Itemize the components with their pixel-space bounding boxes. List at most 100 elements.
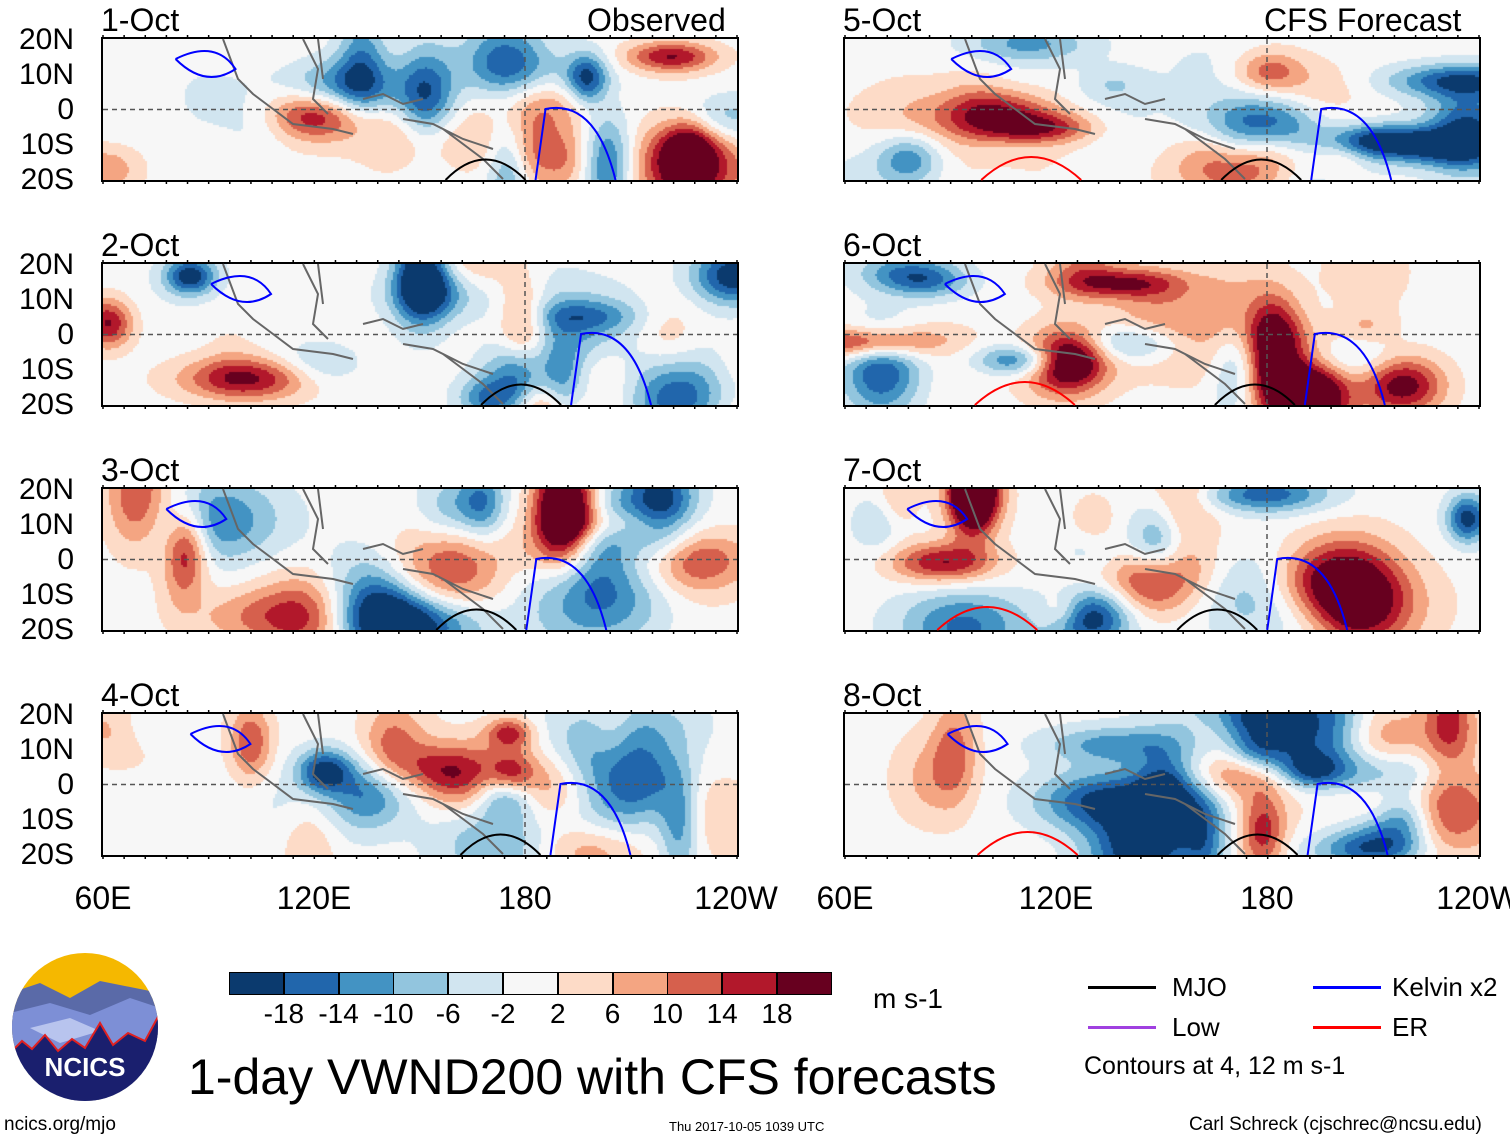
mjo-contour	[1216, 833, 1299, 856]
legend-line-kelvin	[1313, 986, 1381, 989]
colorbar-label: 6	[604, 998, 621, 1029]
kelvin-contour	[1306, 781, 1389, 856]
lat-label: 0	[57, 318, 74, 351]
kelvin-contour	[1303, 331, 1386, 406]
lat-label: 20S	[20, 613, 74, 646]
kelvin-contour	[1310, 106, 1393, 181]
colorbar-swatch	[722, 972, 778, 995]
kelvin-contour	[950, 50, 1013, 78]
kelvin-contour	[534, 106, 617, 181]
lat-label: 0	[57, 768, 74, 801]
lat-label: 10S	[20, 578, 74, 611]
lon-label: 120W	[694, 880, 778, 916]
map-overlay	[102, 485, 738, 634]
observed-label: Observed	[587, 2, 726, 38]
forecast-label: CFS Forecast	[1264, 2, 1462, 38]
mjo-contour	[459, 833, 542, 856]
kelvin-contour	[189, 725, 252, 753]
er-contour	[980, 156, 1082, 181]
map-overlay	[102, 35, 738, 184]
lat-label: 20S	[20, 838, 74, 871]
figure-title: 1-day VWND200 with CFS forecasts	[188, 1049, 997, 1105]
legend-label-kelvin: Kelvin x2	[1392, 972, 1498, 1002]
er-contour	[936, 606, 1038, 631]
colorbar-label: 10	[651, 998, 683, 1029]
colorbar-swatch	[777, 972, 832, 995]
lat-label: 10S	[20, 128, 74, 161]
colorbar-label: -6	[435, 998, 461, 1029]
colorbar-label: 18	[761, 998, 793, 1029]
kelvin-contour	[210, 275, 273, 303]
lon-label: 180	[1240, 880, 1294, 916]
colorbar-swatch	[283, 972, 339, 995]
author-credit: Carl Schreck (cjschrec@ncsu.edu)	[1189, 1114, 1482, 1135]
lat-label: 0	[57, 543, 74, 576]
kelvin-contour	[1266, 556, 1349, 631]
map-overlay	[844, 710, 1480, 859]
lat-label: 10N	[18, 733, 74, 766]
ncics-link[interactable]: ncics.org/mjo	[4, 1114, 116, 1135]
lat-label: 20N	[18, 473, 74, 506]
lat-label: 10S	[20, 803, 74, 836]
kelvin-contour	[549, 781, 632, 856]
lat-label: 0	[57, 93, 74, 126]
kelvin-contour	[174, 50, 237, 78]
mjo-contour	[1176, 608, 1258, 631]
units-label: m s-1	[873, 983, 943, 1014]
map-panel	[843, 485, 1481, 634]
legend-label-mjo: MJO	[1172, 972, 1227, 1002]
panel-date-title: 4-Oct	[101, 677, 180, 713]
timestamp: Thu 2017-10-05 1039 UTC	[669, 1119, 825, 1134]
map-overlay	[844, 260, 1480, 409]
coastline	[964, 38, 1246, 180]
legend-line-low	[1088, 1026, 1156, 1029]
panel-date-title: 6-Oct	[843, 227, 922, 263]
map-overlay	[102, 260, 738, 409]
coastline	[222, 263, 504, 405]
er-contour	[976, 831, 1079, 856]
lat-label: 20N	[18, 248, 74, 281]
colorbar-swatch	[393, 972, 449, 995]
ncics-logo: NCICS	[12, 953, 158, 1101]
lat-label: 10N	[18, 508, 74, 541]
map-overlay	[844, 35, 1480, 184]
legend-label-low: Low	[1172, 1012, 1220, 1042]
panel-date-title: 7-Oct	[843, 452, 922, 488]
lat-label: 20N	[18, 23, 74, 56]
colorbar-label: -14	[318, 998, 359, 1029]
mjo-contour	[444, 158, 527, 181]
colorbar-swatch	[229, 972, 284, 995]
map-overlay	[844, 485, 1480, 634]
coastline	[964, 713, 1246, 855]
panel-date-title: 5-Oct	[843, 2, 922, 38]
map-panel	[101, 710, 739, 859]
kelvin-contour	[906, 500, 969, 528]
panel-date-title: 3-Oct	[101, 452, 180, 488]
lon-label: 120W	[1436, 880, 1510, 916]
mjo-contour	[1214, 383, 1296, 406]
colorbar-swatch	[503, 972, 558, 995]
lat-label: 10N	[18, 58, 74, 91]
colorbar-label: -2	[490, 998, 516, 1029]
colorbar-swatch	[557, 972, 613, 995]
lat-label: 20S	[20, 388, 74, 421]
map-overlay	[102, 710, 738, 859]
contour-note: Contours at 4, 12 m s-1	[1084, 1052, 1346, 1080]
coastline	[222, 488, 504, 630]
colorbar-swatch	[612, 972, 668, 995]
lat-label: 10S	[20, 353, 74, 386]
panel-date-title: 1-Oct	[101, 2, 180, 38]
colorbar-swatch	[338, 972, 394, 995]
legend-label-er: ER	[1392, 1012, 1429, 1042]
coastline	[964, 488, 1246, 630]
coastline	[222, 38, 504, 180]
map-panel	[101, 35, 739, 184]
kelvin-contour	[570, 331, 653, 406]
lat-label: 20N	[18, 698, 74, 731]
mjo-contour	[480, 383, 562, 406]
panel-date-title: 8-Oct	[843, 677, 922, 713]
mjo-contour	[435, 608, 518, 631]
kelvin-contour	[525, 556, 608, 631]
logo-text: NCICS	[45, 1052, 126, 1082]
